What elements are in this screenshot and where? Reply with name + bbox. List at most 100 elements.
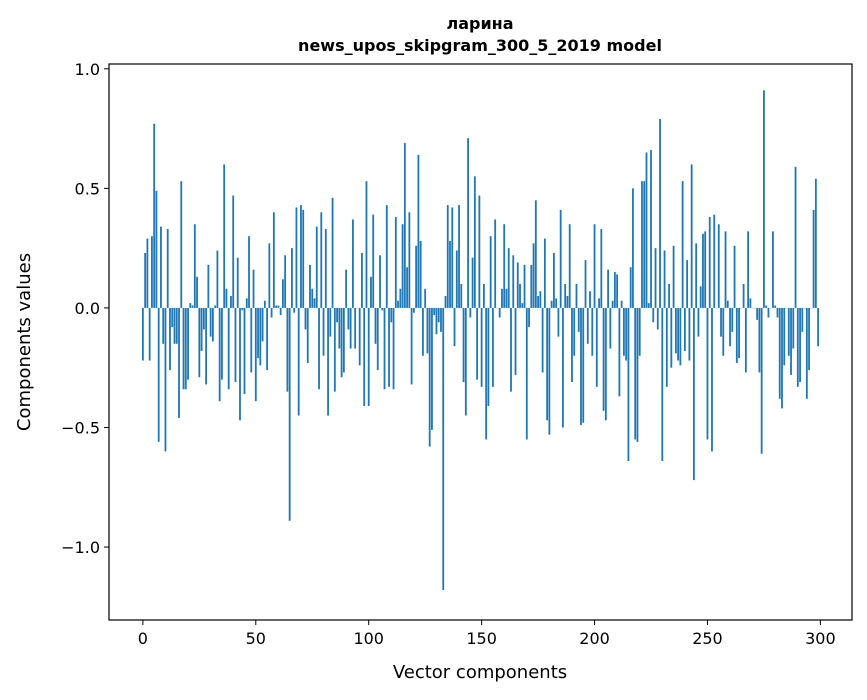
bar — [420, 241, 422, 308]
bar — [463, 308, 465, 382]
bar — [325, 229, 327, 308]
bar — [262, 308, 264, 341]
bar — [628, 308, 630, 461]
bar — [698, 308, 700, 337]
bar — [309, 265, 311, 308]
bar — [670, 308, 672, 368]
bars-group — [142, 90, 819, 590]
bar — [316, 227, 318, 308]
bar — [230, 296, 232, 308]
bar — [492, 308, 494, 387]
bar — [207, 265, 209, 308]
bar — [763, 90, 765, 308]
bar — [368, 308, 370, 406]
bar — [402, 224, 404, 308]
y-tick-label: 0.0 — [75, 299, 100, 318]
bar — [216, 251, 218, 308]
bar — [815, 179, 817, 308]
bar — [499, 308, 501, 318]
bar — [237, 258, 239, 308]
bar — [257, 308, 259, 358]
bar — [634, 308, 636, 440]
bar — [571, 308, 573, 382]
bar — [460, 284, 462, 308]
chart-subtitle: news_upos_skipgram_300_5_2019 model — [298, 36, 662, 55]
bar — [165, 308, 167, 451]
bar — [429, 308, 431, 447]
bar — [178, 308, 180, 418]
bar — [241, 308, 243, 310]
bar — [666, 308, 668, 387]
bar — [259, 308, 261, 365]
bar — [682, 181, 684, 308]
bar — [704, 231, 706, 308]
bar — [691, 164, 693, 307]
bar — [266, 308, 268, 370]
bar — [668, 284, 670, 308]
bar — [180, 181, 182, 308]
bar — [280, 308, 282, 315]
bar — [144, 253, 146, 308]
bar — [623, 308, 625, 356]
bar — [404, 143, 406, 308]
bar — [203, 308, 205, 330]
bar — [709, 217, 711, 308]
bar — [201, 308, 203, 351]
bar — [781, 308, 783, 408]
bar — [510, 308, 512, 392]
bar — [393, 308, 395, 389]
bar — [747, 231, 749, 308]
x-tick-label: 150 — [466, 629, 497, 648]
x-axis-label: Vector components — [393, 662, 567, 683]
bar — [268, 243, 270, 308]
bar — [293, 308, 295, 313]
bar — [524, 265, 526, 308]
bar — [734, 246, 736, 308]
bar — [343, 308, 345, 373]
bar — [657, 308, 659, 330]
y-tick-label: 1.0 — [75, 60, 100, 79]
bar — [693, 308, 695, 480]
bar — [352, 219, 354, 307]
bar — [567, 296, 569, 308]
bar — [436, 308, 438, 334]
bar — [783, 308, 785, 365]
bar — [621, 301, 623, 308]
bar — [641, 181, 643, 308]
bar — [336, 308, 338, 322]
bar — [521, 303, 523, 308]
bar — [515, 308, 517, 375]
bar — [580, 308, 582, 425]
bar — [189, 303, 191, 308]
bar — [795, 167, 797, 308]
bar — [300, 205, 302, 308]
bar — [388, 308, 390, 387]
bar — [553, 253, 555, 308]
bar — [212, 308, 214, 341]
bar — [648, 303, 650, 308]
bar — [162, 308, 164, 344]
bar — [169, 308, 171, 370]
bar — [503, 224, 505, 308]
bar — [765, 306, 767, 308]
bar — [253, 270, 255, 308]
bar — [650, 150, 652, 308]
bar — [219, 308, 221, 401]
bar — [749, 298, 751, 308]
bar — [354, 308, 356, 349]
bar — [196, 277, 198, 308]
bar — [759, 308, 761, 373]
bar — [379, 255, 381, 308]
bar — [720, 308, 722, 337]
bar — [591, 308, 593, 356]
bar — [239, 308, 241, 420]
bar — [679, 308, 681, 365]
bar — [370, 277, 372, 308]
bar — [625, 308, 627, 361]
bar — [576, 284, 578, 308]
bar — [291, 248, 293, 308]
bar — [632, 188, 634, 308]
bar — [603, 308, 605, 411]
bar — [347, 308, 349, 330]
